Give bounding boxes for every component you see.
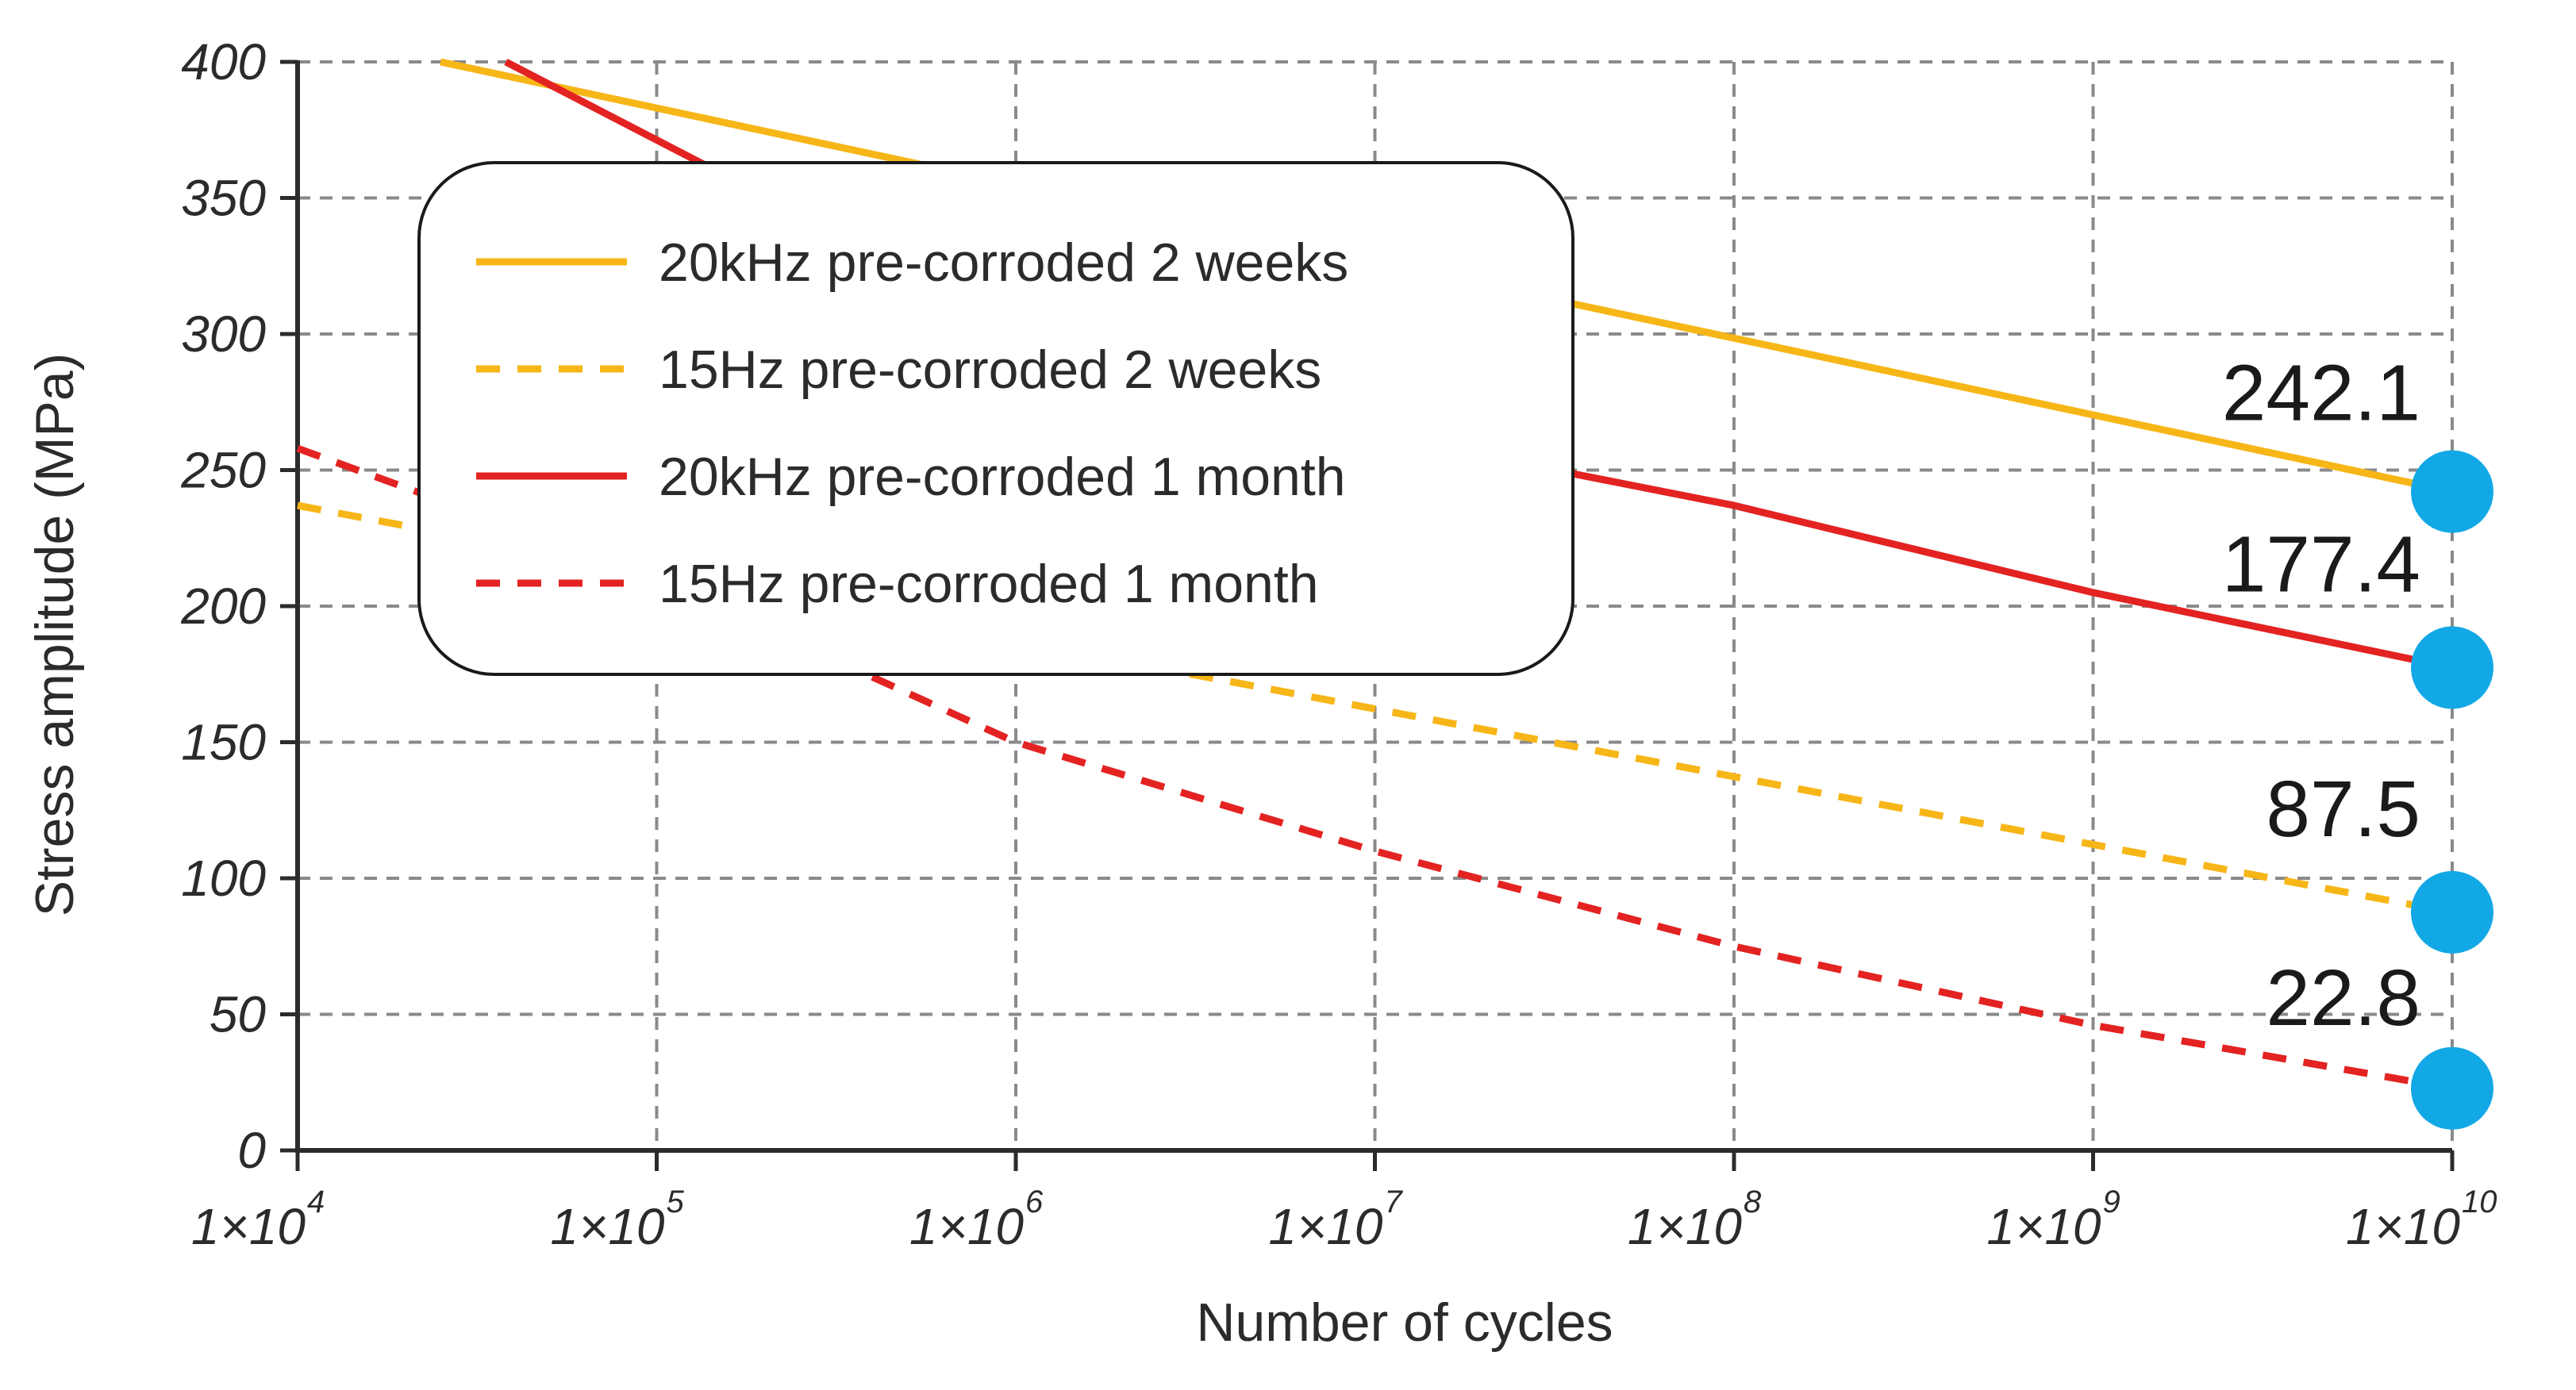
y-tick-label-50: 50 [210,986,267,1043]
series-line-2 [297,501,2453,916]
annotation-label-4: 22.8 [2266,954,2420,1042]
x-tick-exponent-9: 9 [2103,1185,2120,1219]
x-tick-exponent-8: 8 [1744,1185,1762,1219]
x-tick-exponent-6: 6 [1025,1185,1044,1219]
legend: 20kHz pre-corroded 2 weeks 15Hz pre-corro… [417,161,1574,676]
legend-label-4: 15Hz pre-corroded 1 month [659,554,1319,614]
y-tick-label-150: 150 [181,714,266,771]
annotation-layer: 242.1 177.4 87.5 22.8 [2222,349,2420,1042]
annotation-label-3: 87.5 [2266,765,2420,854]
marker-layer [2411,450,2493,1130]
endpoint-marker-4 [2411,1046,2493,1130]
y-tick-label-400: 400 [181,33,266,90]
endpoint-marker-1 [2411,450,2493,533]
legend-label-1: 20kHz pre-corroded 2 weeks [659,232,1348,293]
y-tick-label-100: 100 [181,850,266,907]
x-tick-label-4: 1×10 [191,1198,306,1255]
x-tick-label-6: 1×10 [909,1198,1025,1255]
y-tick-label-250: 250 [180,442,266,499]
y-tick-label-300: 300 [181,305,266,363]
x-tick-label-10: 1×10 [2346,1198,2461,1255]
y-tick-label-0: 0 [237,1122,266,1179]
x-tick-exponent-4: 4 [307,1185,325,1219]
x-tick-label-9: 1×10 [1986,1198,2101,1255]
y-axis-title: Stress amplitude (MPa) [25,353,85,916]
annotation-label-2: 177.4 [2222,520,2420,609]
legend-label-3: 20kHz pre-corroded 1 month [659,447,1346,507]
legend-box [417,161,1574,676]
x-tick-exponent-5: 5 [667,1185,685,1219]
x-tick-exponent-10: 10 [2462,1185,2497,1219]
x-axis-title: Number of cycles [1196,1292,1613,1353]
x-tick-label-7: 1×10 [1268,1198,1383,1255]
annotation-label-1: 242.1 [2222,349,2420,438]
endpoint-marker-2 [2411,626,2493,709]
x-tick-label-8: 1×10 [1628,1198,1743,1255]
legend-label-2: 15Hz pre-corroded 2 weeks [659,340,1321,400]
x-tick-exponent-7: 7 [1385,1185,1404,1219]
x-tick-label-5: 1×10 [550,1198,665,1255]
y-tick-label-350: 350 [181,170,266,227]
endpoint-marker-3 [2411,870,2493,954]
y-tick-label-200: 200 [180,578,266,635]
